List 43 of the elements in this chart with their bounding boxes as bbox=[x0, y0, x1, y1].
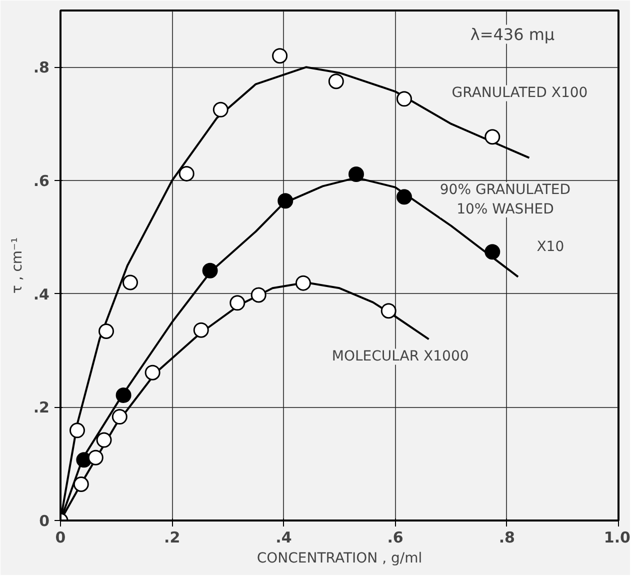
annotation: 90% GRANULATED 10% WASHED bbox=[440, 182, 571, 218]
y-tick-label: .2 bbox=[33, 398, 50, 417]
point bbox=[178, 166, 194, 182]
x-axis-title: CONCENTRATION , g/ml bbox=[256, 550, 422, 566]
annotation: GRANULATED X100 bbox=[452, 85, 588, 102]
point bbox=[484, 244, 500, 260]
y-tick-label: 0 bbox=[39, 512, 50, 530]
point bbox=[484, 129, 500, 145]
point bbox=[272, 48, 288, 64]
point bbox=[396, 91, 412, 107]
y-axis-title: τ , cm⁻¹ bbox=[9, 237, 26, 294]
y-tick-label: .8 bbox=[33, 58, 50, 77]
x-tick-label: .6 bbox=[387, 528, 404, 546]
point bbox=[202, 262, 218, 278]
point bbox=[122, 274, 138, 290]
point bbox=[116, 388, 132, 404]
x-tick-label: 1.0 bbox=[604, 528, 631, 546]
point bbox=[380, 303, 396, 319]
point bbox=[250, 287, 266, 303]
point bbox=[193, 322, 209, 338]
point bbox=[69, 422, 85, 438]
point bbox=[96, 432, 112, 448]
point bbox=[396, 189, 412, 205]
x-tick-label: 0 bbox=[55, 528, 66, 546]
point bbox=[348, 166, 364, 182]
x-tick-label: .8 bbox=[498, 528, 515, 546]
y-tick-label: .4 bbox=[33, 285, 50, 304]
annotation: λ=436 mμ bbox=[470, 24, 555, 44]
annotation: X10 bbox=[536, 238, 564, 255]
point bbox=[98, 323, 114, 339]
annotation: MOLECULAR X1000 bbox=[332, 348, 469, 365]
point bbox=[73, 476, 89, 492]
point bbox=[230, 295, 246, 311]
point bbox=[88, 450, 104, 466]
point bbox=[144, 364, 160, 380]
point bbox=[212, 102, 228, 118]
point bbox=[295, 275, 311, 291]
point bbox=[112, 409, 128, 425]
y-tick-label: .6 bbox=[33, 172, 50, 190]
point bbox=[328, 74, 344, 90]
point bbox=[278, 193, 294, 209]
x-tick-label: .2 bbox=[164, 528, 180, 546]
x-tick-label: .4 bbox=[276, 528, 292, 546]
